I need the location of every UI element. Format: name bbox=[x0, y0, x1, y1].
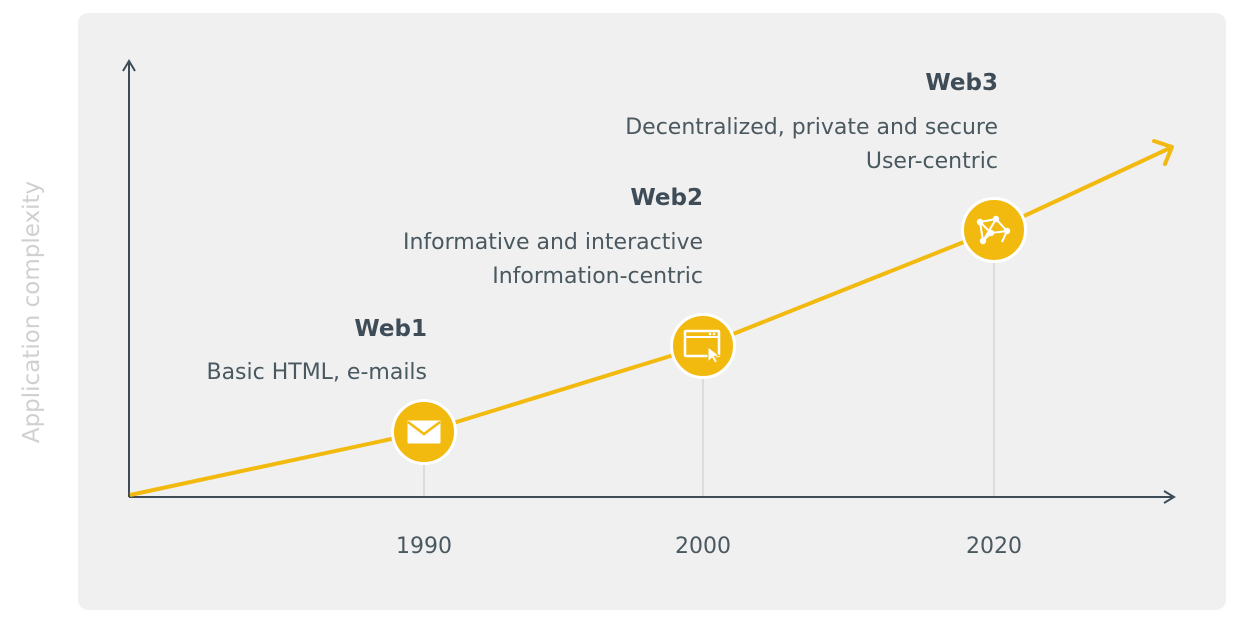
web3-description-line-2: User-centric bbox=[865, 149, 998, 174]
web2-heading: Web2 bbox=[630, 185, 703, 211]
web2-description-line-1: Informative and interactive bbox=[402, 230, 703, 255]
x-tick-label: 1990 bbox=[396, 534, 452, 559]
x-tick-label: 2000 bbox=[675, 534, 731, 559]
browser-cursor-icon bbox=[683, 329, 721, 364]
web1-heading: Web1 bbox=[354, 316, 427, 342]
web3-heading: Web3 bbox=[925, 70, 998, 96]
x-tick-label: 2020 bbox=[966, 534, 1022, 559]
envelope-icon bbox=[407, 420, 441, 444]
milestone-web3 bbox=[961, 197, 1027, 263]
diagram-panel bbox=[78, 13, 1226, 610]
web1-description-line-1: Basic HTML, e-mails bbox=[206, 360, 427, 385]
y-axis-arrowhead bbox=[122, 59, 136, 72]
milestone-web2 bbox=[670, 313, 736, 379]
milestone-web1 bbox=[391, 399, 457, 465]
x-axis-arrowhead bbox=[1163, 490, 1176, 504]
growth-arrowhead bbox=[1152, 139, 1174, 166]
network-nodes-icon bbox=[976, 215, 1011, 245]
web3-description-line-1: Decentralized, private and secure bbox=[625, 115, 998, 140]
web2-description-line-2: Information-centric bbox=[492, 264, 703, 289]
